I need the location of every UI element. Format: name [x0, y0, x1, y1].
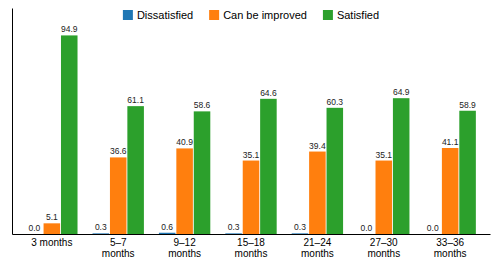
bars — [44, 35, 476, 234]
legend-item: Dissatisfied — [123, 9, 193, 21]
data-label: 0.0 — [427, 223, 439, 233]
bar — [243, 161, 260, 234]
bar — [61, 35, 78, 234]
data-label: 60.3 — [327, 97, 344, 107]
x-tick: 3 months — [31, 234, 72, 248]
x-tick-label: 9–12months — [168, 237, 201, 259]
legend-swatch — [123, 10, 133, 20]
bar — [358, 234, 375, 235]
legend-label: Can be improved — [223, 9, 307, 21]
legend-label: Dissatisfied — [137, 9, 193, 21]
data-label: 0.0 — [360, 223, 372, 233]
x-axis: 3 months 5–7months 9–12months 15–18months 21… — [13, 234, 491, 259]
data-label: 58.6 — [194, 100, 211, 110]
bar — [424, 234, 441, 235]
data-label: 40.9 — [176, 137, 193, 147]
x-tick-label: 3 months — [31, 237, 72, 248]
bar — [176, 148, 193, 234]
x-tick-label: 33–36months — [434, 237, 467, 259]
bar — [26, 234, 43, 235]
data-label: 64.9 — [393, 87, 410, 97]
bar — [393, 98, 410, 234]
data-label: 58.9 — [459, 100, 476, 110]
y-axis — [12, 9, 13, 235]
legend-item: Can be improved — [209, 9, 307, 21]
legend-swatch — [209, 10, 219, 20]
bar — [459, 111, 476, 234]
bar — [327, 108, 344, 234]
data-label: 64.6 — [260, 88, 277, 98]
bar — [194, 111, 211, 234]
data-label: 0.0 — [29, 223, 41, 233]
x-tick-label: 15–18months — [235, 237, 268, 259]
bar — [309, 152, 326, 234]
bar — [159, 233, 176, 234]
data-label: 61.1 — [127, 95, 144, 105]
data-label: 36.6 — [110, 146, 127, 156]
data-label: 41.1 — [442, 137, 459, 147]
x-tick: 5–7months — [102, 234, 135, 259]
x-tick: 21–24months — [301, 234, 334, 259]
legend-item: Satisfied — [323, 9, 379, 21]
y-axis-line — [12, 9, 13, 235]
legend: Dissatisfied Can be improved Satisfied — [123, 9, 379, 21]
data-label: 0.3 — [294, 222, 306, 232]
bar — [442, 148, 459, 234]
bar — [225, 233, 242, 234]
bar — [292, 233, 309, 234]
x-tick-label: 21–24months — [301, 237, 334, 259]
data-label: 0.3 — [228, 222, 240, 232]
bar — [260, 99, 277, 234]
data-label: 94.9 — [61, 24, 78, 34]
bar — [110, 157, 127, 234]
data-label: 35.1 — [376, 150, 393, 160]
bar — [93, 233, 110, 234]
bar — [127, 106, 144, 234]
data-labels: 0.0 0.3 0.6 0.3 0.3 0.0 0.0 5.1 36.6 40.9 35.1 39.4… — [29, 24, 477, 233]
x-tick-label: 5–7months — [102, 237, 135, 259]
plot: 3 months 5–7months 9–12months 15–18months 21… — [13, 9, 491, 260]
data-label: 5.1 — [46, 212, 58, 222]
data-label: 39.4 — [309, 141, 326, 151]
chart: 3 months 5–7months 9–12months 15–18months 21… — [0, 0, 500, 264]
legend-label: Satisfied — [337, 9, 379, 21]
x-tick: 27–30months — [367, 234, 400, 259]
bar — [44, 223, 61, 234]
bar — [376, 161, 393, 234]
legend-swatch — [323, 10, 333, 20]
data-label: 0.6 — [161, 222, 173, 232]
data-label: 35.1 — [243, 150, 260, 160]
data-label: 0.3 — [95, 222, 107, 232]
x-tick: 15–18months — [235, 234, 268, 259]
x-tick: 9–12months — [168, 234, 201, 259]
x-tick-label: 27–30months — [367, 237, 400, 259]
x-axis-line — [13, 234, 491, 235]
x-tick: 33–36months — [434, 234, 467, 259]
